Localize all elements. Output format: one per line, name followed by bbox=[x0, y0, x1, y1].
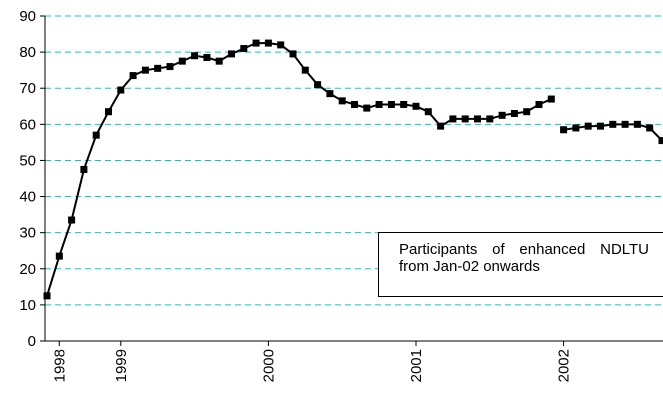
marker bbox=[609, 120, 617, 128]
marker bbox=[129, 72, 137, 80]
marker bbox=[461, 115, 469, 123]
marker bbox=[523, 108, 531, 116]
marker bbox=[486, 115, 494, 123]
marker bbox=[117, 86, 125, 94]
marker bbox=[289, 50, 297, 58]
marker bbox=[314, 81, 322, 89]
marker bbox=[658, 137, 663, 145]
marker bbox=[560, 126, 568, 134]
marker bbox=[228, 50, 235, 58]
marker bbox=[252, 39, 260, 47]
marker bbox=[43, 292, 51, 300]
marker bbox=[326, 90, 334, 98]
marker bbox=[572, 124, 580, 132]
marker bbox=[547, 95, 555, 103]
y-tick-label: 60 bbox=[19, 116, 36, 133]
x-tick-label: 2002 bbox=[556, 349, 573, 382]
marker bbox=[68, 216, 76, 224]
marker bbox=[400, 100, 408, 108]
marker bbox=[141, 66, 149, 74]
marker bbox=[203, 54, 211, 62]
marker bbox=[215, 57, 223, 65]
marker bbox=[264, 39, 272, 47]
marker bbox=[498, 111, 506, 119]
marker bbox=[535, 100, 543, 108]
y-tick-label: 10 bbox=[19, 297, 36, 314]
marker bbox=[375, 100, 383, 108]
y-tick-label: 70 bbox=[19, 80, 36, 97]
marker bbox=[351, 100, 358, 108]
x-tick-label: 1999 bbox=[113, 349, 130, 382]
marker bbox=[191, 52, 199, 60]
y-tick-label: 50 bbox=[19, 152, 36, 169]
marker bbox=[646, 124, 654, 132]
marker bbox=[412, 102, 420, 110]
y-tick-label: 90 bbox=[19, 8, 36, 25]
marker bbox=[240, 45, 248, 52]
marker bbox=[449, 115, 457, 123]
plot bbox=[43, 39, 663, 300]
marker bbox=[55, 252, 63, 260]
marker bbox=[510, 110, 518, 117]
marker bbox=[166, 63, 174, 71]
annotation: Participants of enhanced NDLTU from Jan-… bbox=[378, 232, 663, 297]
marker bbox=[105, 108, 112, 116]
y-tick-label: 0 bbox=[28, 333, 36, 350]
marker bbox=[621, 120, 629, 128]
y-tick-label: 40 bbox=[19, 189, 36, 206]
x-tick-label: 1998 bbox=[51, 349, 68, 382]
y-tick-label: 80 bbox=[19, 44, 36, 61]
marker bbox=[80, 165, 88, 173]
y-tick-label: 20 bbox=[19, 261, 36, 278]
x-tick-label: 2000 bbox=[260, 349, 277, 382]
y-tick-label: 30 bbox=[19, 225, 36, 242]
marker bbox=[154, 64, 162, 72]
marker bbox=[92, 131, 100, 139]
x-tick-label: 2001 bbox=[408, 349, 425, 382]
marker bbox=[178, 57, 186, 65]
marker bbox=[584, 122, 592, 130]
marker bbox=[277, 41, 285, 49]
marker bbox=[424, 108, 432, 116]
marker bbox=[338, 97, 346, 105]
marker bbox=[437, 122, 445, 130]
marker bbox=[363, 104, 371, 112]
marker bbox=[387, 100, 395, 108]
marker bbox=[474, 115, 481, 123]
marker bbox=[633, 120, 641, 128]
marker bbox=[301, 66, 309, 74]
marker bbox=[597, 122, 604, 130]
